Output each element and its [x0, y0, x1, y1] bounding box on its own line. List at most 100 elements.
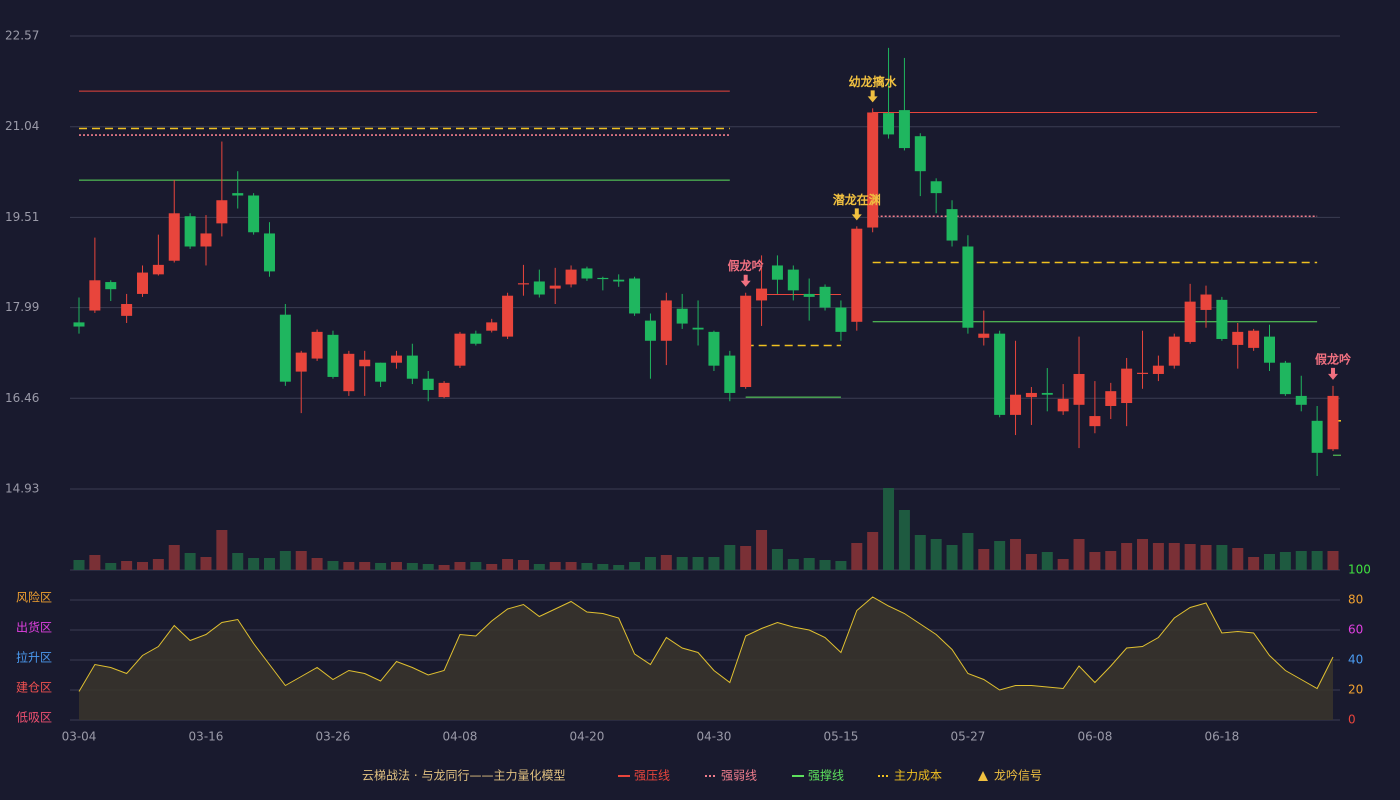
- osc-tick-label: 20: [1348, 683, 1363, 697]
- volume-bar: [787, 559, 799, 570]
- signal-label: 假龙吟: [1315, 351, 1351, 366]
- candle-body: [1041, 392, 1053, 395]
- volume-bar: [89, 555, 101, 570]
- x-tick-label: 04-08: [443, 730, 478, 744]
- x-tick-label: 04-30: [696, 730, 731, 744]
- candle-body: [105, 282, 117, 290]
- candle-body: [327, 334, 339, 377]
- volume-bar: [152, 559, 164, 570]
- volume-bar: [406, 563, 418, 570]
- volume-bar: [200, 557, 212, 570]
- x-tick-label: 04-20: [570, 730, 605, 744]
- candle-body: [517, 283, 529, 285]
- volume-bar: [1041, 552, 1053, 570]
- candle-body: [994, 333, 1006, 415]
- candle-body: [724, 355, 736, 393]
- y-tick-label: 19.51: [5, 210, 39, 224]
- volume-bar: [597, 564, 609, 570]
- y-tick-label: 16.46: [5, 391, 39, 405]
- candle-body: [835, 307, 847, 332]
- x-tick-label: 06-08: [1077, 730, 1112, 744]
- candle-body: [1137, 372, 1149, 374]
- candle-body: [660, 300, 672, 341]
- volume-bar: [1200, 545, 1212, 570]
- volume-bar: [1105, 551, 1117, 570]
- legend-label: 强撑线: [808, 768, 844, 783]
- candle-body: [470, 333, 482, 344]
- volume-bar: [771, 549, 783, 570]
- candle-body: [454, 333, 466, 366]
- candle-body: [89, 280, 101, 311]
- candle-body: [819, 286, 831, 308]
- candle-body: [533, 281, 545, 295]
- volume-bar: [232, 553, 244, 570]
- volume-bar: [676, 557, 688, 570]
- candle-body: [565, 269, 577, 285]
- candle-body: [406, 355, 418, 379]
- x-tick-label: 03-26: [316, 730, 351, 744]
- candle-body: [597, 277, 609, 280]
- candle-body: [121, 304, 133, 316]
- volume-bar: [470, 562, 482, 570]
- candle-body: [740, 295, 752, 388]
- volume-bar: [835, 561, 847, 570]
- volume-bar: [644, 557, 656, 570]
- candle-body: [1073, 373, 1085, 405]
- y-tick-label: 22.57: [5, 29, 39, 43]
- volume-bar: [962, 533, 974, 570]
- osc-line: [78, 596, 1334, 692]
- volume-bar: [502, 559, 514, 570]
- volume-bar: [311, 558, 323, 570]
- volume-bar: [1121, 543, 1133, 570]
- volume-bar: [1311, 551, 1323, 570]
- x-tick-label: 05-27: [950, 730, 985, 744]
- volume-bar: [136, 562, 148, 570]
- legend-label: 强压线: [634, 769, 670, 783]
- signal-label: 幼龙摛水: [849, 74, 898, 89]
- volume-bar: [708, 557, 720, 570]
- candle-body: [1168, 336, 1180, 366]
- candle-body: [1264, 336, 1276, 363]
- candle-body: [898, 110, 910, 149]
- volume-bar: [295, 551, 307, 570]
- candle-body: [581, 268, 593, 279]
- volume-bar: [1327, 551, 1339, 570]
- volume-bar: [327, 561, 339, 570]
- x-tick-label: 03-16: [189, 730, 224, 744]
- candle-body: [930, 181, 942, 194]
- volume-bar: [1073, 539, 1085, 570]
- volume-bar: [740, 546, 752, 570]
- volume-bar: [1152, 543, 1164, 570]
- volume-bar: [1279, 552, 1291, 570]
- candle-body: [644, 320, 656, 341]
- candle-body: [422, 378, 434, 390]
- volume-bar: [359, 562, 371, 570]
- y-tick-label: 17.99: [5, 300, 39, 314]
- candle-body: [962, 246, 974, 328]
- volume-bar: [184, 553, 196, 570]
- zone-label: 风险区: [16, 590, 52, 605]
- candle-body: [502, 295, 514, 337]
- legend-label: 主力成本: [894, 769, 942, 783]
- candle-body: [200, 233, 212, 247]
- volume-bar: [248, 558, 260, 570]
- volume-bar: [819, 560, 831, 570]
- candle-body: [629, 278, 641, 314]
- volume-bar: [517, 560, 529, 570]
- volume-bar: [898, 510, 910, 570]
- candle-body: [263, 233, 275, 272]
- legend-label: 龙吟信号: [994, 768, 1042, 783]
- candle-body: [168, 213, 180, 261]
- candle-body: [771, 265, 783, 280]
- volume-bar: [930, 539, 942, 570]
- volume-bar: [1010, 539, 1022, 570]
- volume-bar: [978, 549, 990, 570]
- signal-label: 潜龙在渊: [833, 192, 881, 207]
- signal-arrow: [740, 274, 751, 287]
- volume-bar: [946, 545, 958, 570]
- volume-bar: [1264, 554, 1276, 570]
- candle-body: [486, 322, 498, 331]
- volume-bar: [216, 530, 228, 570]
